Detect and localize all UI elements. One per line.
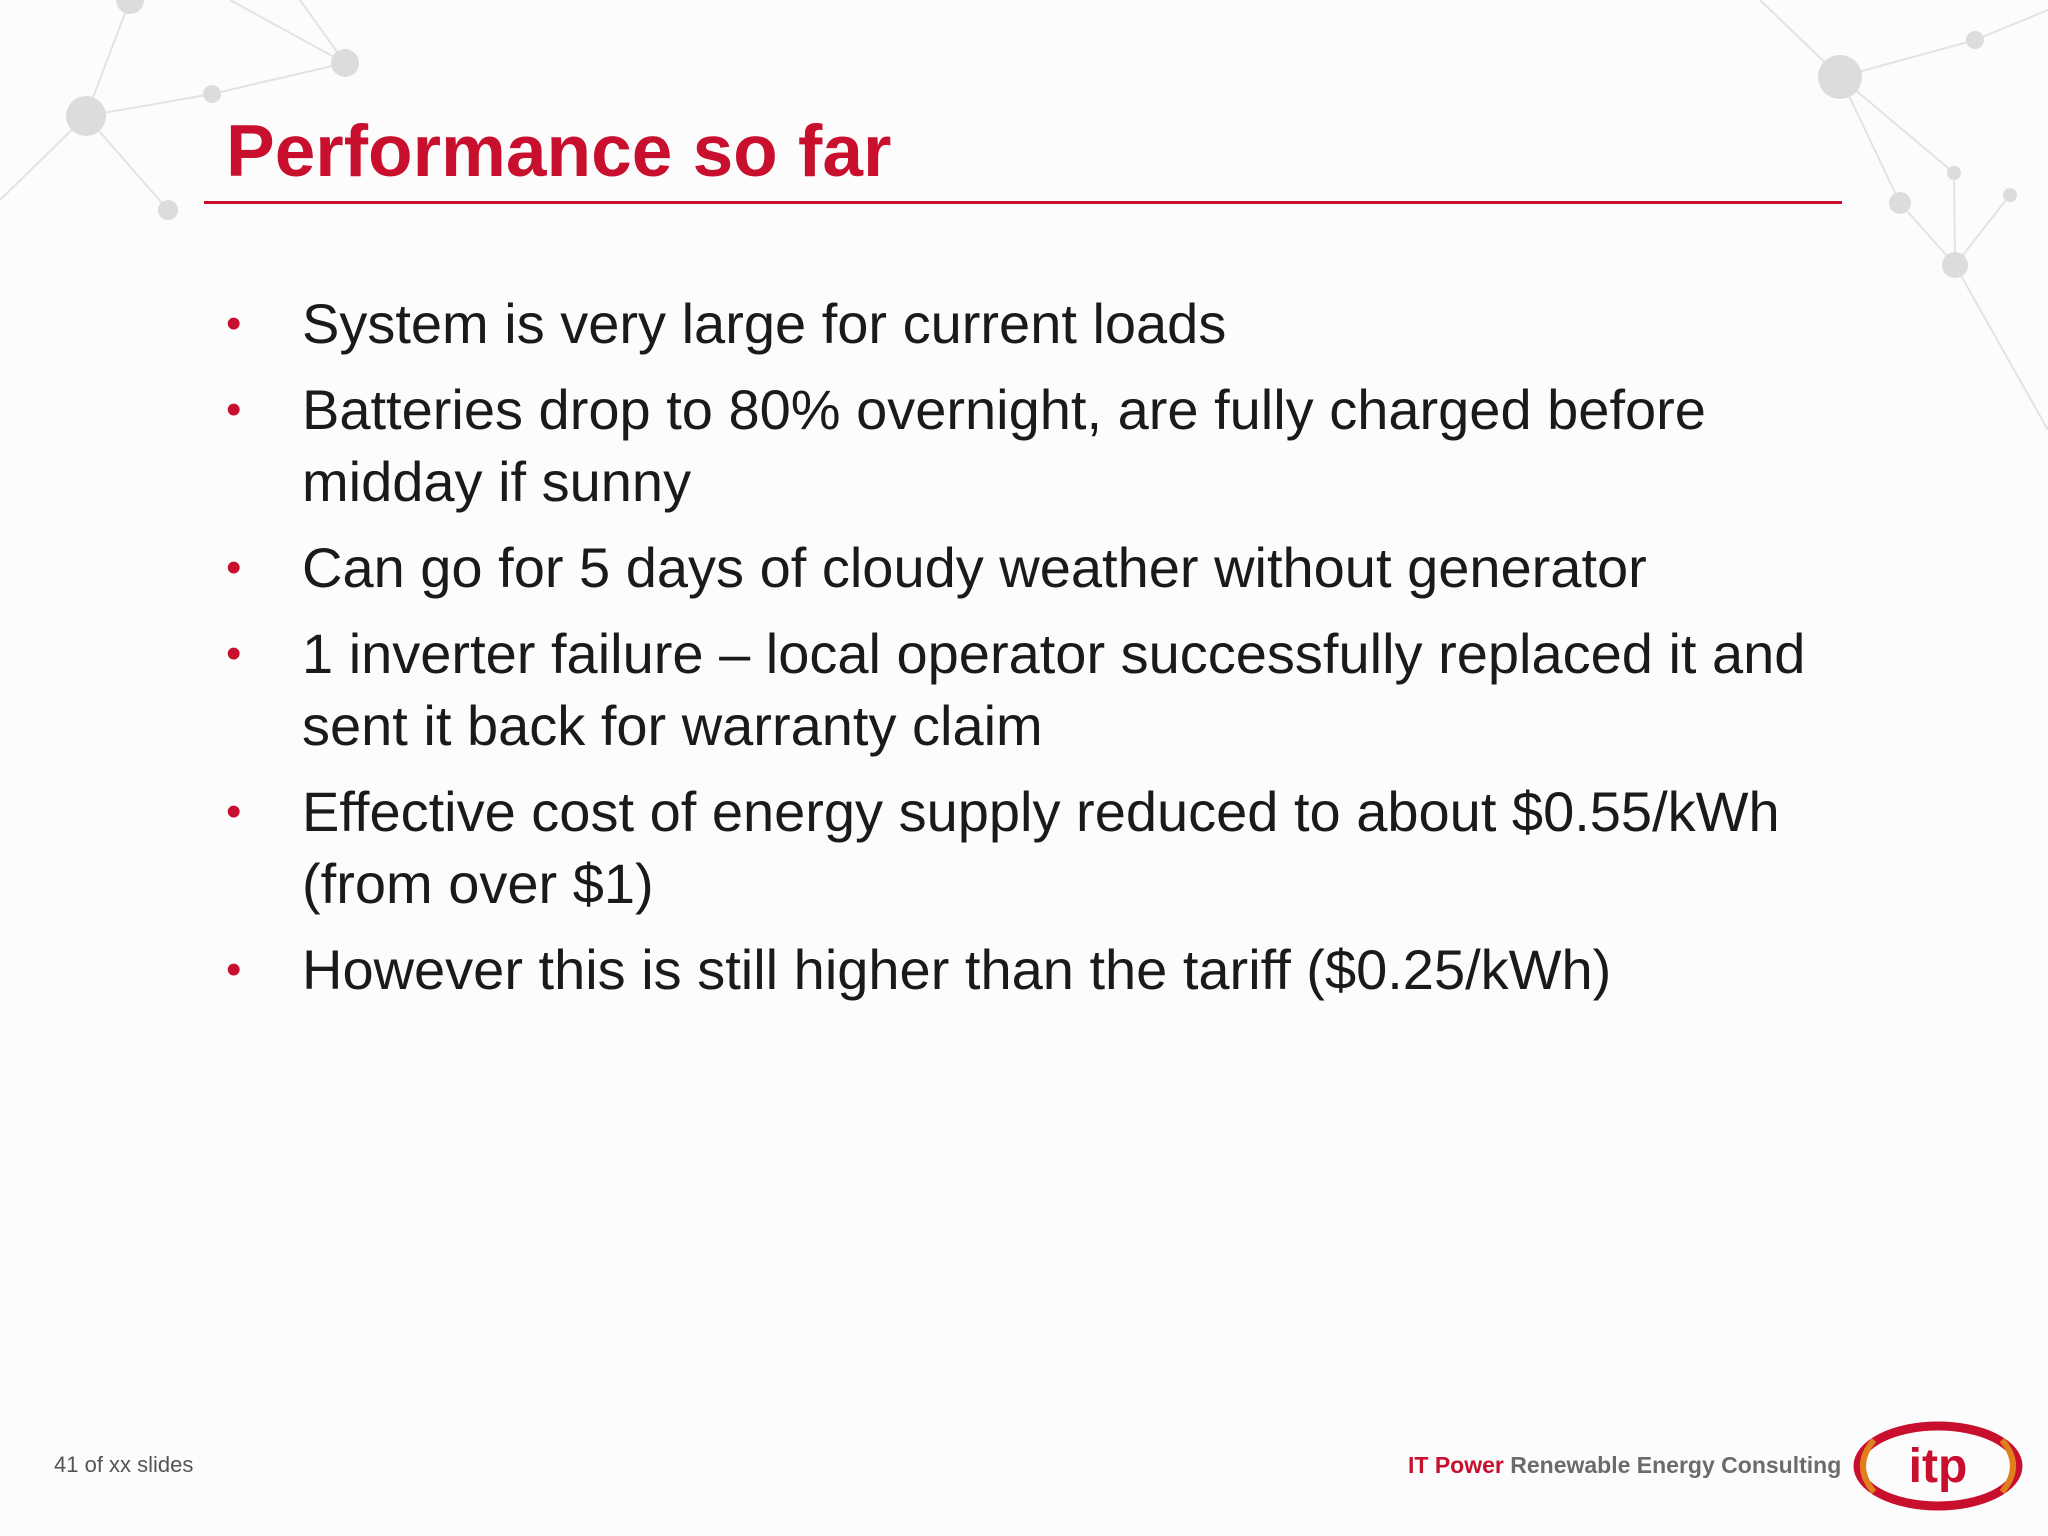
bullet-dot-icon: • <box>226 629 242 678</box>
bullet-dot-icon: • <box>226 945 242 994</box>
slide-counter: 41 of xx slides <box>54 1452 194 1477</box>
bullet-item: • 1 inverter failure – local operator su… <box>226 618 1826 762</box>
bullet-list: • System is very large for current loads… <box>226 288 1826 1020</box>
bullet-item: • However this is still higher than the … <box>226 934 1826 1006</box>
bullet-dot-icon: • <box>226 385 242 434</box>
bullet-text: Effective cost of energy supply reduced … <box>302 780 1780 915</box>
bullet-text: Can go for 5 days of cloudy weather with… <box>302 536 1647 599</box>
bullet-dot-icon: • <box>226 787 242 836</box>
bullet-text: However this is still higher than the ta… <box>302 938 1612 1001</box>
brand-tagline: Renewable Energy Consulting <box>1510 1452 1842 1478</box>
bullet-item: • Can go for 5 days of cloudy weather wi… <box>226 532 1826 604</box>
itp-logo: itp <box>1853 1421 2023 1511</box>
bullet-item: • Batteries drop to 80% overnight, are f… <box>226 374 1826 518</box>
bullet-text: Batteries drop to 80% overnight, are ful… <box>302 378 1706 513</box>
brand-line: IT Power Renewable Energy Consulting <box>1408 1452 1841 1479</box>
bullet-dot-icon: • <box>226 543 242 592</box>
bullet-text: 1 inverter failure – local operator succ… <box>302 622 1806 757</box>
logo-text: itp <box>1909 1440 1968 1493</box>
brand-name: IT Power <box>1408 1452 1504 1478</box>
bullet-dot-icon: • <box>226 299 242 348</box>
slide-title: Performance so far <box>226 111 892 192</box>
bullet-text: System is very large for current loads <box>302 292 1227 355</box>
bullet-item: • System is very large for current loads <box>226 288 1826 360</box>
title-divider <box>204 201 1842 204</box>
bullet-item: • Effective cost of energy supply reduce… <box>226 776 1826 920</box>
